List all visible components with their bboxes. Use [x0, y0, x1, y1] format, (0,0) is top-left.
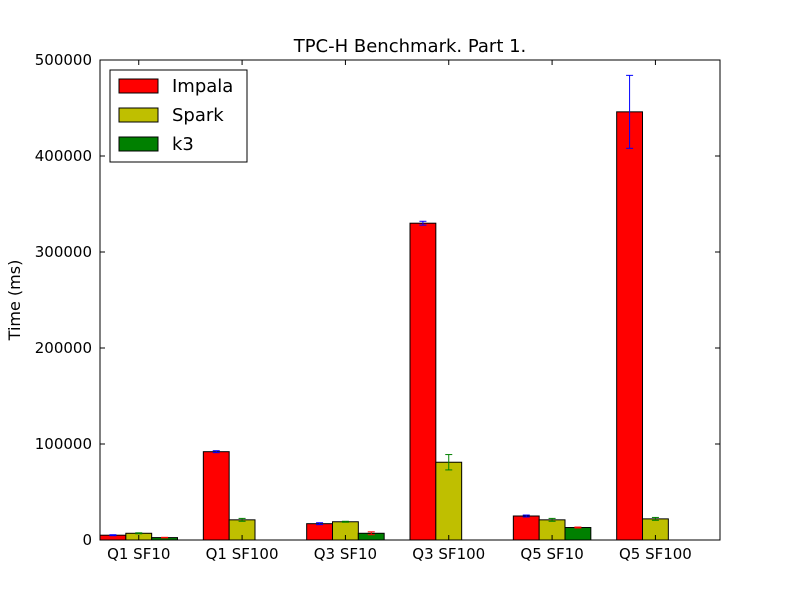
x-tick-label: Q3 SF10 [314, 545, 377, 563]
legend-label-impala: Impala [172, 76, 233, 97]
x-tick-label: Q1 SF10 [107, 545, 170, 563]
legend-label-spark: Spark [172, 105, 224, 126]
legend-swatch-impala [118, 78, 159, 94]
error-bar-spark-2 [341, 520, 349, 523]
bar-impala-3 [409, 222, 437, 541]
bar-impala-4 [512, 515, 540, 541]
legend-label-k3: k3 [172, 134, 194, 155]
error-bar-k3-4 [574, 526, 582, 529]
bars-layer [99, 111, 669, 541]
y-tick-label: 0 [82, 531, 92, 549]
bar-k3-4 [564, 527, 592, 541]
bar-impala-2 [306, 523, 333, 541]
error-bar-impala-4 [522, 514, 530, 518]
legend-swatch-k3 [118, 136, 159, 152]
error-bar-k3-2 [367, 531, 375, 536]
error-bar-spark-1 [238, 517, 246, 522]
error-bar-impala-3 [419, 220, 427, 226]
x-tick-label: Q5 SF100 [619, 545, 692, 563]
legend: Impala Spark k3 [109, 69, 248, 163]
y-axis-label: Time (ms) [5, 260, 24, 342]
chart-title: TPC-H Benchmark. Part 1. [293, 36, 527, 57]
legend-swatch-spark [118, 107, 159, 123]
error-bar-spark-5 [651, 516, 659, 521]
error-bar-spark-3 [445, 454, 453, 471]
bar-impala-1 [202, 451, 230, 541]
x-tick-label: Q1 SF100 [206, 545, 279, 563]
y-tick-label: 500000 [35, 51, 92, 69]
y-tick-label: 400000 [35, 147, 92, 165]
bar-spark-3 [435, 461, 463, 541]
y-tick-label: 200000 [35, 339, 92, 357]
error-bar-impala-1 [212, 450, 220, 454]
x-axis: Q1 SF10 Q1 SF100 Q3 SF10 Q3 SF100 Q5 SF10 Q5 … [107, 60, 692, 563]
error-bar-k3-0 [161, 536, 169, 539]
error-bar-impala-0 [109, 534, 117, 537]
x-tick-label: Q3 SF100 [412, 545, 485, 563]
y-tick-label: 100000 [35, 435, 92, 453]
error-bar-impala-5 [626, 74, 634, 149]
x-tick-label: Q5 SF10 [520, 545, 583, 563]
error-bar-spark-4 [548, 517, 556, 522]
error-bar-impala-2 [316, 522, 324, 526]
error-bar-spark-0 [135, 532, 143, 535]
plot-frame [99, 59, 721, 541]
y-tick-label: 300000 [35, 243, 92, 261]
bar-impala-5 [616, 111, 644, 541]
y-axis: 0 100000 200000 300000 400000 500000 [35, 51, 720, 549]
error-bars-layer [109, 74, 659, 539]
